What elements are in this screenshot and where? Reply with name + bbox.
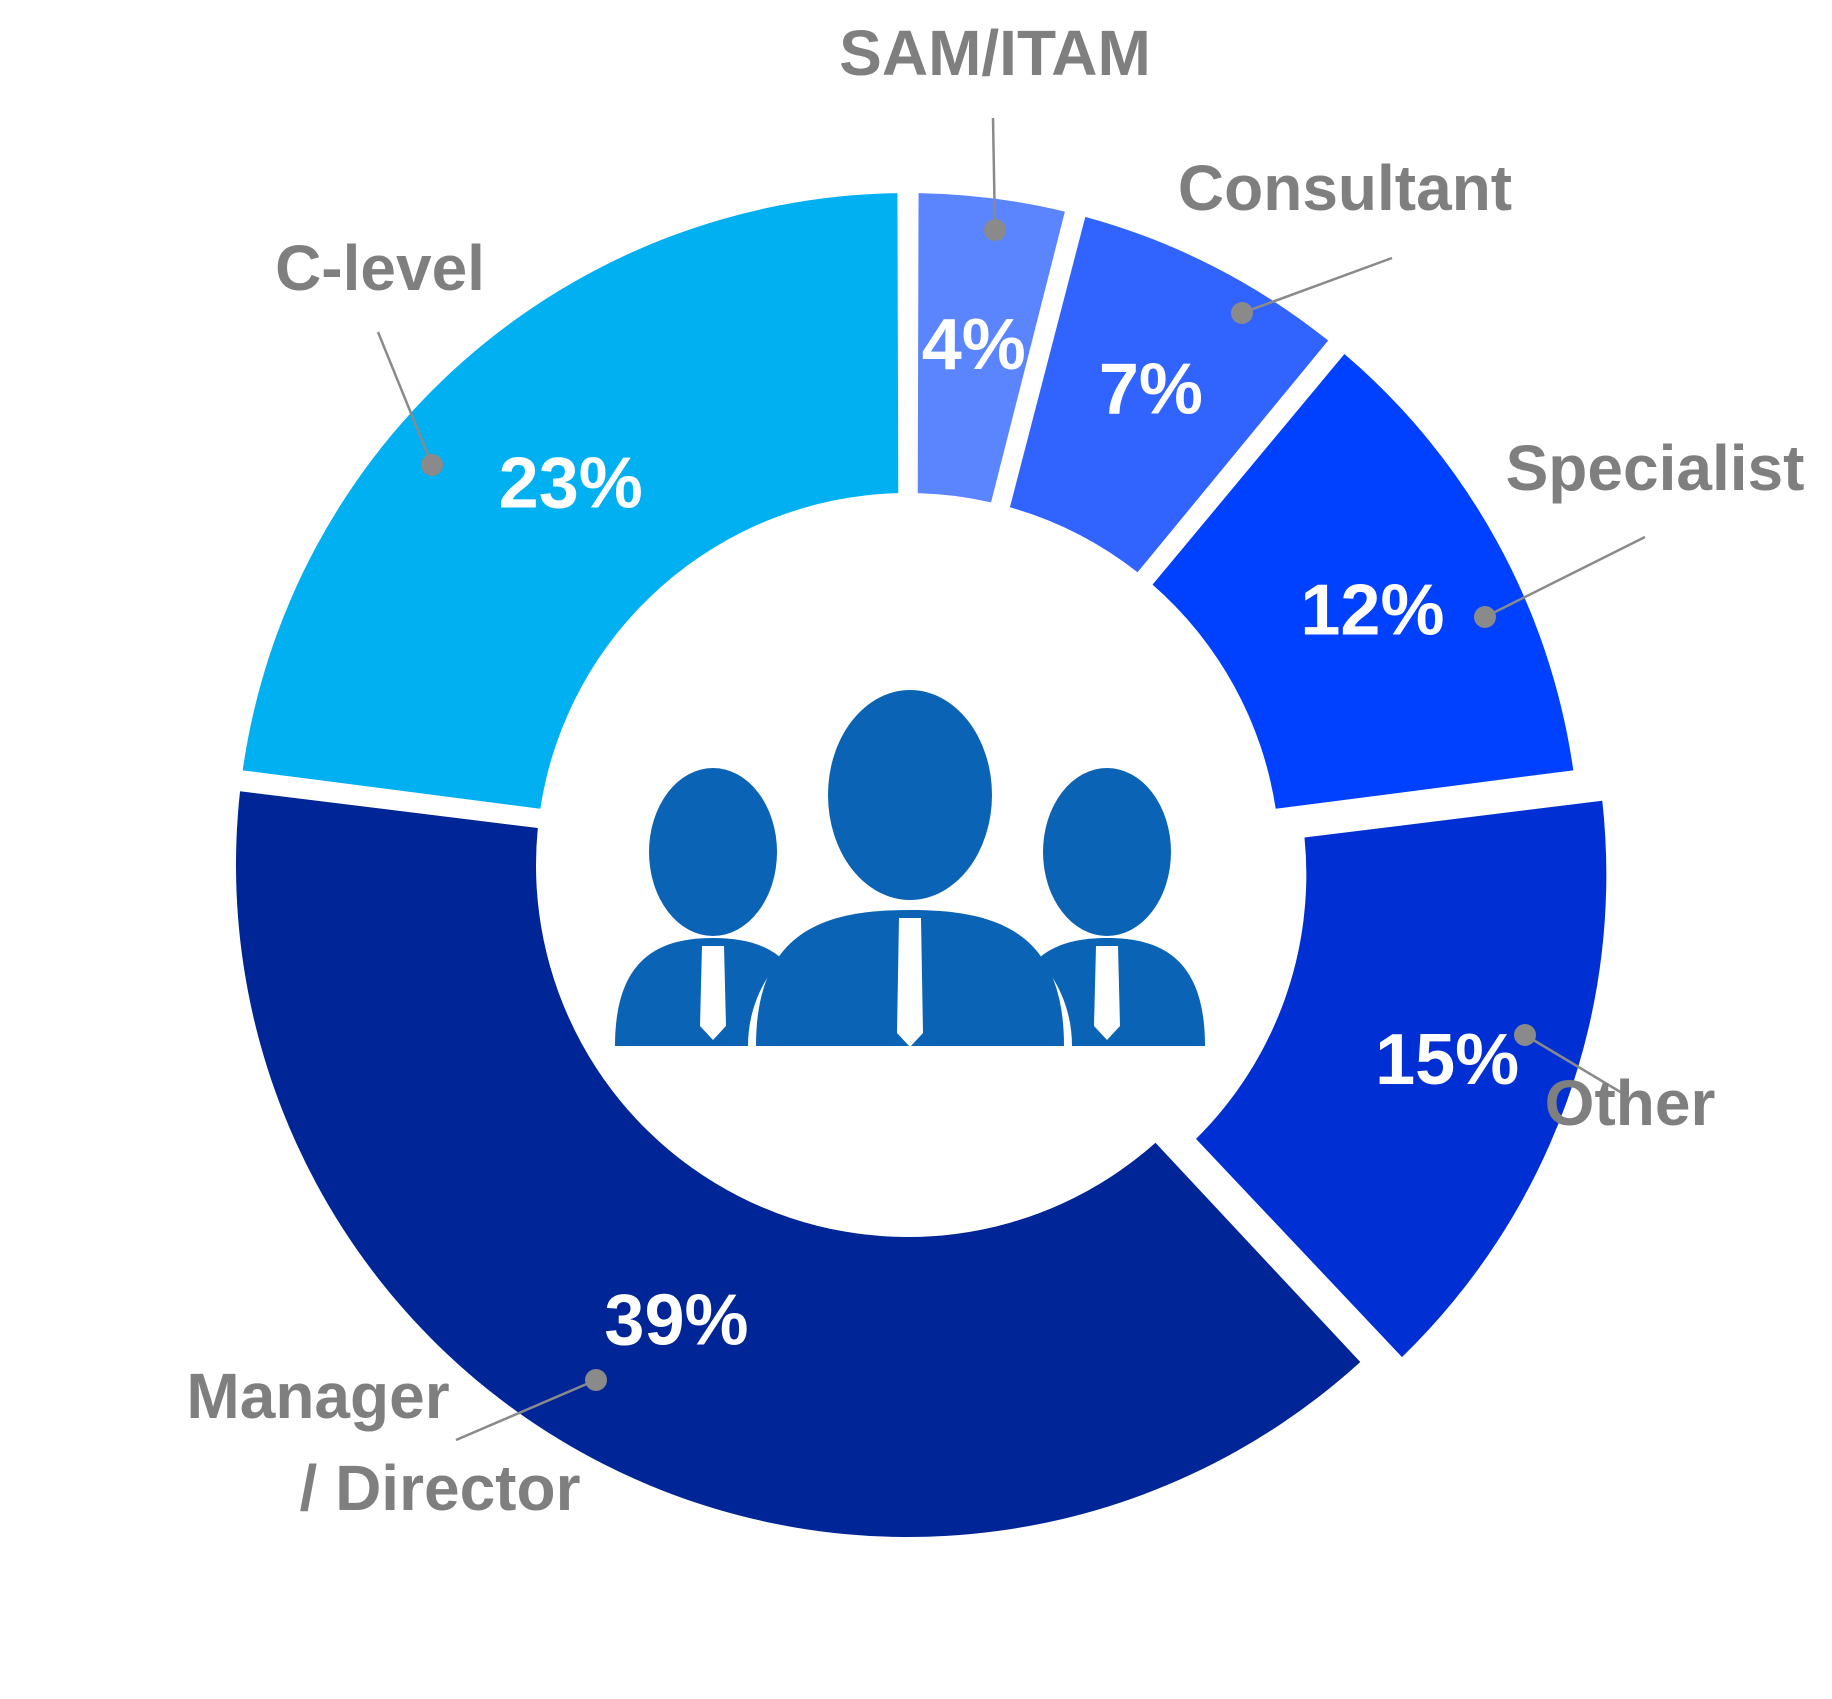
slice-specialist [1152,354,1574,809]
leader-lines [376,117,1646,1442]
value-labels: 4% 7% 12% 15% 39% 23% [499,305,1520,1360]
person-center [756,690,1064,1047]
leader-dot-sam-itam [984,219,1006,241]
value-label-other: 15% [1375,1020,1519,1100]
slice-other [1196,800,1607,1358]
leader-dot-consultant [1231,302,1253,324]
value-label-c-level: 23% [499,443,643,523]
category-label-c-level: C-level [275,232,485,304]
category-label-manager: Manager [186,1360,449,1432]
leader-line-consultant [1241,256,1393,315]
leader-dot-manager-director [585,1369,607,1391]
leader-dot-other [1514,1024,1536,1046]
people-group-icon [615,690,1205,1047]
category-label-director: / Director [300,1452,581,1524]
value-label-sam-itam: 4% [922,305,1026,385]
leader-dot-c-level [421,454,443,476]
leader-line-sam-itam [991,117,997,231]
category-label-specialist: Specialist [1506,432,1805,504]
slice-sam-itam [917,193,1065,503]
category-label-consultant: Consultant [1178,152,1512,224]
category-labels: SAM/ITAM Consultant Specialist Other Manager… [186,17,1804,1524]
category-label-other: Other [1545,1067,1716,1139]
category-label-sam-itam: SAM/ITAM [839,17,1151,89]
slice-manager-director [235,791,1361,1538]
value-label-specialist: 12% [1300,571,1444,651]
leader-line-other [1524,1033,1623,1095]
leader-line-specialist [1484,535,1646,619]
leader-line-manager-director [455,1378,597,1442]
leader-line-c-level [376,331,434,466]
value-label-consultant: 7% [1099,349,1203,429]
slice-c-level [242,193,899,809]
leader-dot-specialist [1474,606,1496,628]
person-right [1009,768,1205,1046]
value-label-manager-director: 39% [604,1280,748,1360]
